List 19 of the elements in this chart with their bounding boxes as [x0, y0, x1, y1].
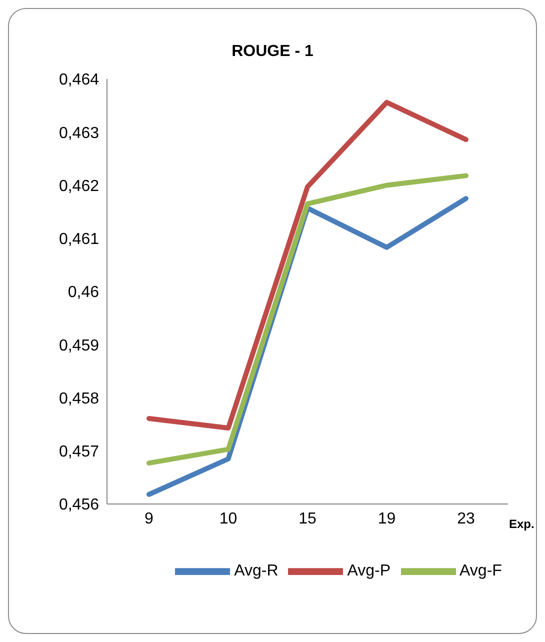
- legend-label: Avg-R: [234, 562, 278, 580]
- chart-title: ROUGE - 1: [230, 43, 314, 61]
- y-tick-label: 0,459: [58, 337, 100, 354]
- legend-label: Avg-P: [347, 562, 391, 580]
- y-tick-label: 0,46: [68, 284, 100, 302]
- y-tick-label: 0,461: [58, 231, 100, 248]
- x-axis-title: Exp.: [509, 517, 534, 531]
- x-tick-label: 15: [298, 510, 316, 528]
- legend-label: Avg-F: [460, 562, 502, 580]
- y-tick-label: 0,456: [58, 496, 100, 514]
- x-tick-label: 9: [144, 510, 154, 528]
- y-tick-label: 0,462: [58, 178, 100, 195]
- y-tick-label: 0,457: [58, 444, 100, 461]
- y-tick-label: 0,463: [58, 124, 100, 142]
- x-tick-label: 10: [219, 510, 238, 528]
- y-tick-label: 0,464: [58, 72, 100, 89]
- x-tick-label: 19: [378, 510, 396, 528]
- x-tick-label: 23: [457, 510, 475, 528]
- y-tick-label: 0,458: [58, 390, 100, 408]
